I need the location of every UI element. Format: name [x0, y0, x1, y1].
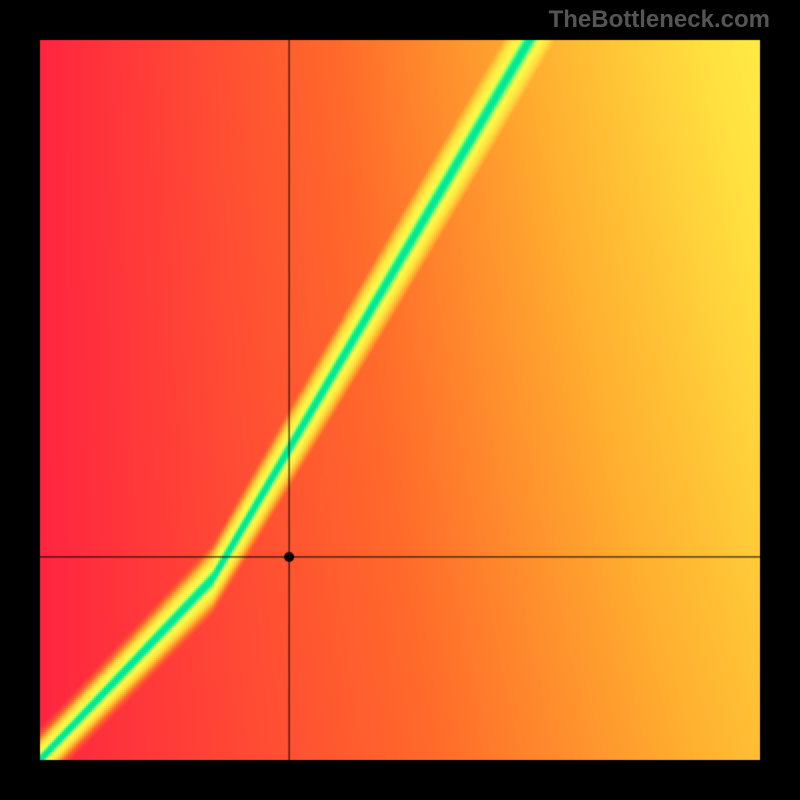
watermark-text: TheBottleneck.com	[549, 6, 770, 34]
heatmap-canvas	[0, 0, 800, 800]
chart-container: TheBottleneck.com	[0, 0, 800, 800]
